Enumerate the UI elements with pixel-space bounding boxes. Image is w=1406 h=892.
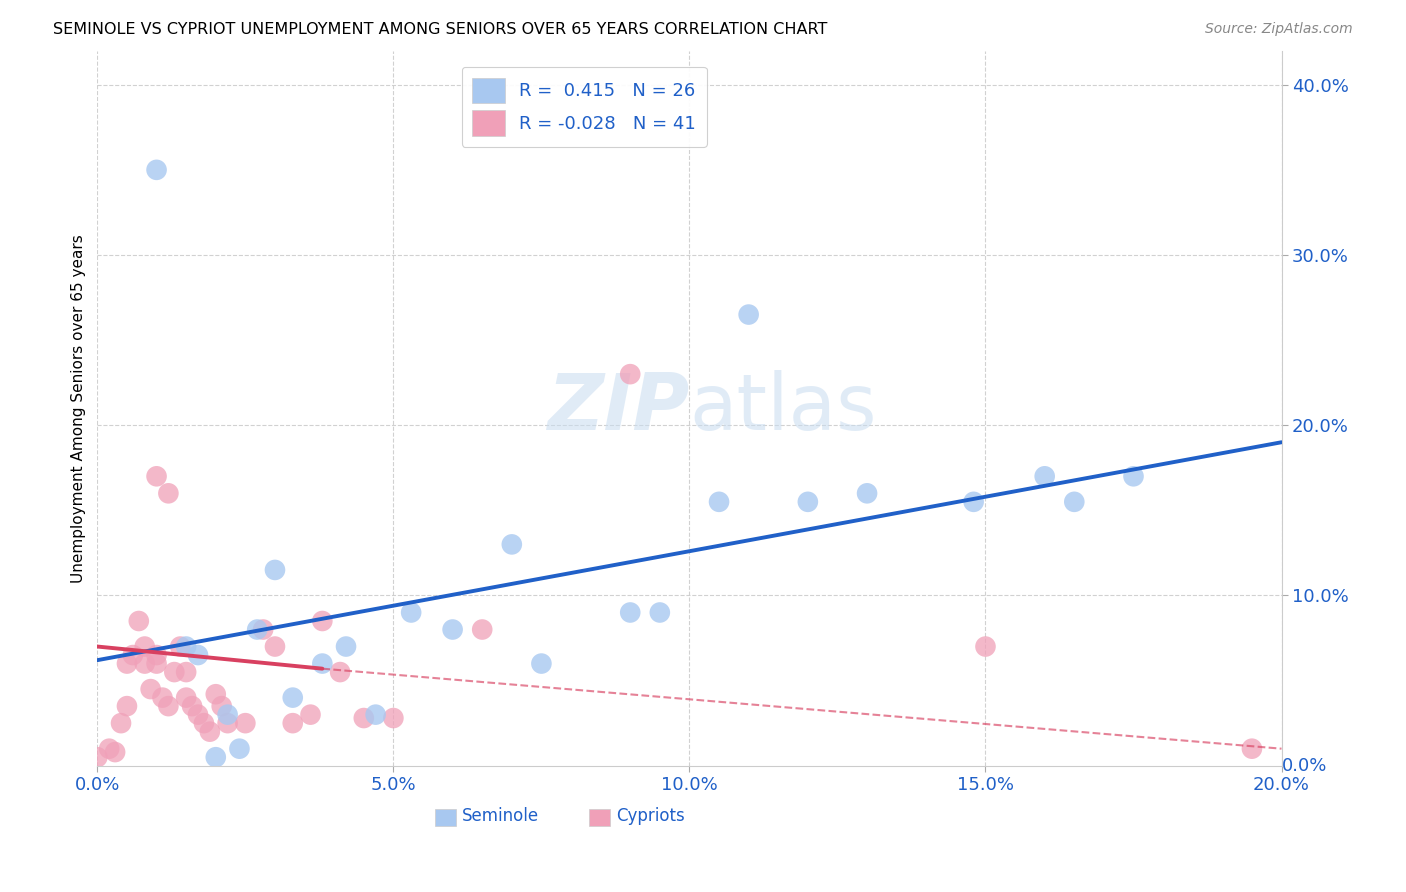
Point bbox=[1122, 469, 1144, 483]
Point bbox=[169, 640, 191, 654]
Point bbox=[797, 495, 820, 509]
Point bbox=[134, 640, 156, 654]
Point bbox=[235, 716, 257, 731]
Point bbox=[98, 741, 121, 756]
Point bbox=[163, 665, 186, 679]
FancyBboxPatch shape bbox=[434, 809, 456, 826]
Point bbox=[856, 486, 879, 500]
Point bbox=[217, 716, 239, 731]
Point bbox=[174, 640, 197, 654]
Point bbox=[441, 623, 464, 637]
Point bbox=[264, 640, 287, 654]
Point bbox=[187, 707, 209, 722]
Point bbox=[228, 741, 250, 756]
Point bbox=[104, 745, 127, 759]
Point bbox=[181, 699, 204, 714]
Text: Seminole: Seminole bbox=[463, 807, 540, 825]
Point bbox=[311, 614, 333, 628]
Point bbox=[122, 648, 145, 662]
Point bbox=[204, 750, 226, 764]
Point bbox=[974, 640, 997, 654]
Point bbox=[193, 716, 215, 731]
Point bbox=[115, 657, 138, 671]
Point bbox=[962, 495, 984, 509]
Point bbox=[115, 699, 138, 714]
Point bbox=[204, 687, 226, 701]
Point bbox=[217, 707, 239, 722]
Point bbox=[335, 640, 357, 654]
Point bbox=[246, 623, 269, 637]
Text: ZIP: ZIP bbox=[547, 370, 689, 446]
Text: SEMINOLE VS CYPRIOT UNEMPLOYMENT AMONG SENIORS OVER 65 YEARS CORRELATION CHART: SEMINOLE VS CYPRIOT UNEMPLOYMENT AMONG S… bbox=[53, 22, 828, 37]
Point bbox=[211, 699, 233, 714]
Point bbox=[530, 657, 553, 671]
Point bbox=[198, 724, 221, 739]
Text: Cypriots: Cypriots bbox=[616, 807, 685, 825]
Point bbox=[174, 690, 197, 705]
Point bbox=[145, 469, 167, 483]
Point bbox=[471, 623, 494, 637]
Point bbox=[648, 606, 671, 620]
Legend: R =  0.415   N = 26, R = -0.028   N = 41: R = 0.415 N = 26, R = -0.028 N = 41 bbox=[461, 67, 707, 147]
Point bbox=[399, 606, 422, 620]
Point bbox=[145, 648, 167, 662]
Point bbox=[152, 690, 174, 705]
Point bbox=[329, 665, 352, 679]
Point bbox=[145, 657, 167, 671]
Point bbox=[501, 537, 523, 551]
Point bbox=[619, 606, 641, 620]
Point bbox=[1033, 469, 1056, 483]
Point bbox=[174, 665, 197, 679]
Point bbox=[264, 563, 287, 577]
Point bbox=[382, 711, 405, 725]
Point bbox=[139, 682, 162, 697]
Point bbox=[1063, 495, 1085, 509]
Point bbox=[281, 690, 304, 705]
Text: atlas: atlas bbox=[689, 370, 877, 446]
Point bbox=[281, 716, 304, 731]
Text: Source: ZipAtlas.com: Source: ZipAtlas.com bbox=[1205, 22, 1353, 37]
Point bbox=[353, 711, 375, 725]
Point bbox=[157, 699, 180, 714]
Point bbox=[145, 162, 167, 177]
Point bbox=[737, 308, 759, 322]
Point bbox=[110, 716, 132, 731]
Point bbox=[187, 648, 209, 662]
FancyBboxPatch shape bbox=[589, 809, 610, 826]
Point bbox=[128, 614, 150, 628]
Point bbox=[157, 486, 180, 500]
Point bbox=[299, 707, 322, 722]
Point bbox=[707, 495, 730, 509]
Point bbox=[86, 750, 108, 764]
Point bbox=[1240, 741, 1263, 756]
Y-axis label: Unemployment Among Seniors over 65 years: Unemployment Among Seniors over 65 years bbox=[72, 234, 86, 582]
Point bbox=[619, 367, 641, 381]
Point bbox=[134, 657, 156, 671]
Point bbox=[311, 657, 333, 671]
Point bbox=[364, 707, 387, 722]
Point bbox=[252, 623, 274, 637]
Text: 0.0%: 0.0% bbox=[1281, 756, 1327, 775]
